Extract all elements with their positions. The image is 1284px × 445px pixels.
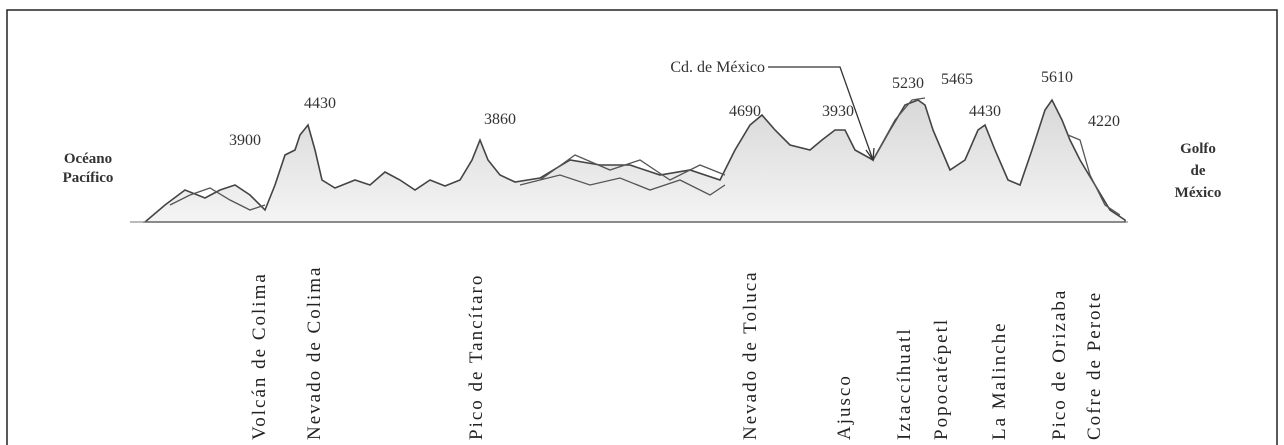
diagram: Océano Pacífico Golfo de México Cd. de M… bbox=[0, 0, 1284, 445]
elevation-label: 3930 bbox=[822, 103, 854, 120]
city-label: Cd. de México bbox=[670, 59, 765, 76]
left-label: Pacífico bbox=[63, 170, 114, 186]
left-label: Océano bbox=[64, 151, 112, 167]
elevation-label: 4430 bbox=[969, 103, 1001, 120]
peak-name: Pico de Tancítaro bbox=[466, 274, 487, 440]
elevation-label: 4220 bbox=[1088, 113, 1120, 130]
right-label: Golfo bbox=[1180, 141, 1216, 157]
right-label: México bbox=[1175, 185, 1222, 201]
right-label: de bbox=[1191, 163, 1206, 179]
peak-name: Pico de Orizaba bbox=[1049, 289, 1070, 440]
elevation-label: 3900 bbox=[229, 132, 261, 149]
elevation-label: 4430 bbox=[304, 95, 336, 112]
elevation-label: 4690 bbox=[729, 103, 761, 120]
peak-name: Nevado de Colima bbox=[304, 266, 325, 440]
peak-name: Cofre de Perote bbox=[1084, 291, 1105, 440]
elevation-label: 5465 bbox=[941, 71, 973, 88]
peak-name: Volcán de Colima bbox=[249, 272, 270, 440]
peak-name: La Malinche bbox=[989, 321, 1010, 440]
peak-name: Nevado de Toluca bbox=[740, 270, 761, 440]
elevation-label: 5230 bbox=[892, 75, 924, 92]
elevation-label: 5610 bbox=[1041, 69, 1073, 86]
peak-name: Ajusco bbox=[834, 374, 855, 440]
peak-name: Popocatépetl bbox=[931, 318, 952, 440]
peak-name: Iztaccíhuatl bbox=[894, 327, 915, 440]
elevation-label: 3860 bbox=[484, 111, 516, 128]
